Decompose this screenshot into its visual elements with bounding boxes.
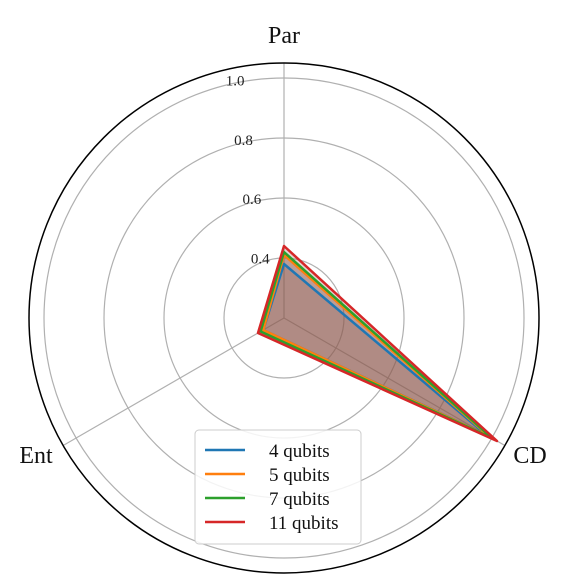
legend-label-2: 7 qubits [269, 489, 330, 510]
spoke-cd [283, 317, 506, 447]
legend-box [194, 429, 362, 545]
axis-label-ent: Ent [19, 443, 53, 469]
axis-spokes [62, 63, 506, 447]
rtick-label-2: 0.8 [234, 133, 253, 149]
series-polygons [256, 244, 499, 443]
radial-tick-labels: 0.4 0.6 0.8 1.0 [226, 73, 270, 267]
rtick-label-3: 1.0 [226, 73, 245, 89]
legend-label-3: 11 qubits [269, 513, 339, 534]
series-line-7-qubits [259, 250, 494, 440]
axis-label-par: Par [268, 23, 300, 49]
series-line-11-qubits [256, 244, 499, 443]
axis-label-cd: CD [513, 443, 546, 469]
series-fill-0 [263, 264, 487, 435]
rtick-label-0: 0.4 [251, 252, 270, 268]
rtick-label-1: 0.6 [243, 192, 262, 208]
spoke-ent [62, 317, 285, 447]
legend: 4 qubits 5 qubits 7 qubits 11 qubits [194, 429, 362, 545]
legend-label-0: 4 qubits [269, 441, 330, 462]
axis-labels: Par CD Ent [19, 23, 546, 469]
legend-label-1: 5 qubits [269, 465, 330, 486]
outer-frame-circle [28, 62, 540, 574]
series-line-5-qubits [261, 253, 491, 438]
legend-items: 4 qubits 5 qubits 7 qubits 11 qubits [205, 441, 339, 534]
